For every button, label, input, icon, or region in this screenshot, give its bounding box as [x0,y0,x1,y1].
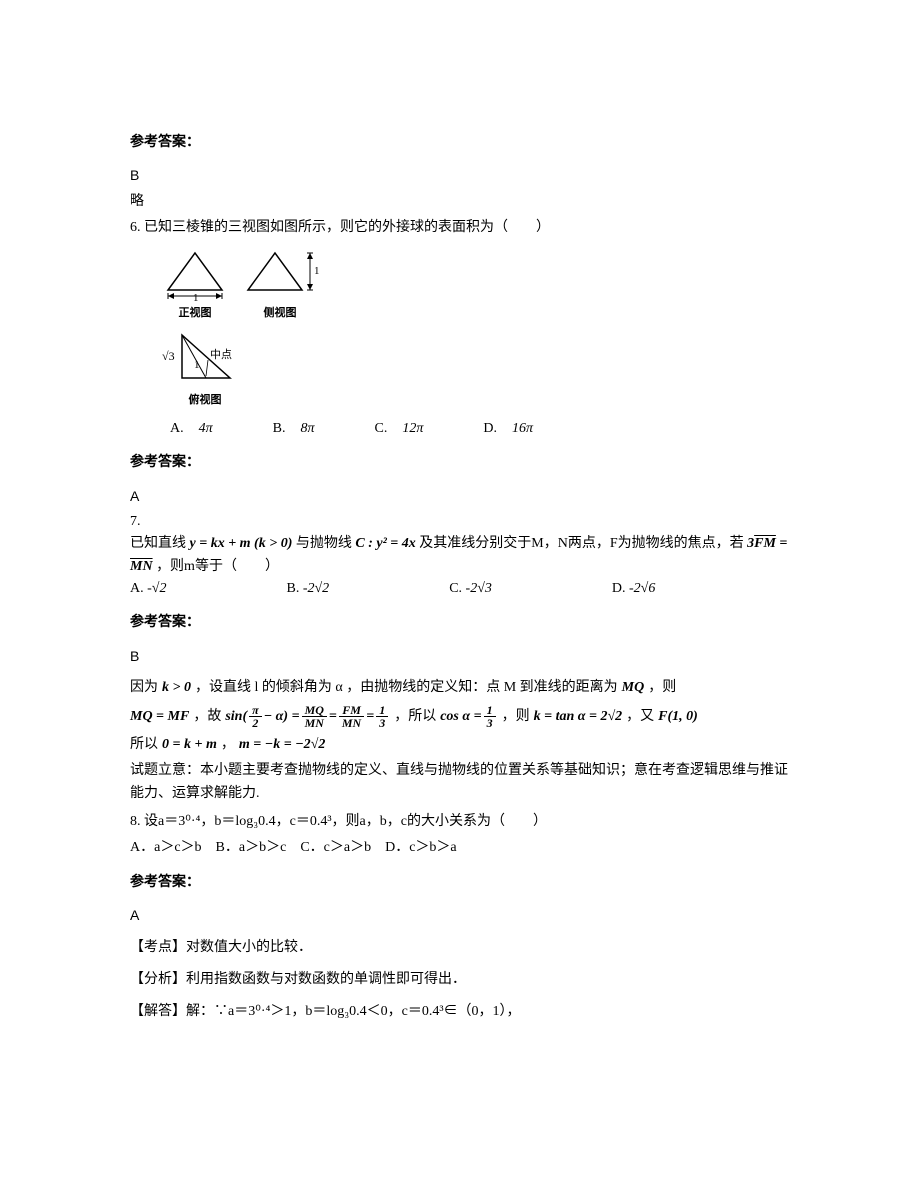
top-view-svg: √3 1 中点 [160,330,250,390]
q7-intent: 试题立意：本小题主要考查抛物线的定义、直线与抛物线的位置关系等基础知识；意在考查… [130,760,790,805]
q6-option-c: C. 12π [375,418,424,440]
q6-answer: A [130,485,790,507]
q7-answer: B [130,645,790,667]
q7-options: A. -√2 B. -2√2 C. -2√3 D. -2√6 [130,578,790,600]
q5-abbrev: 略 [130,191,790,213]
q7-line-eq: y = kx + m (k > 0) [190,536,293,551]
q8-explanation: 【考点】对数值大小的比较． 【分析】利用指数函数与对数函数的单调性即可得出． 【… [130,937,790,1024]
q7-stem-prefix: 已知直线 [130,536,186,551]
top-sqrt3-label: √3 [162,349,175,363]
q8-jieda: 【解答】解：∵a＝3⁰·⁴＞1，b＝log₃0.4＜0，c＝0.4³∈（0，1）… [130,1001,790,1023]
top-view-caption: 俯视图 [160,392,250,410]
side-view-caption: 侧视图 [240,305,320,323]
q6-stem: 已知三棱锥的三视图如图所示，则它的外接球的表面积为（ ） [144,220,550,235]
q7-exp-end1: ，则 [648,677,676,699]
q7-stem-mid1: 与抛物线 [296,536,352,551]
q7-k: k = tan α = 2√2 [534,706,623,728]
top-view: √3 1 中点 俯视图 [160,330,250,410]
q7-F: F(1, 0) [658,706,698,728]
q7-line3-comma: ， [221,734,235,756]
q6-options: A. 4π B. 8π C. 12π D. 16π [130,418,790,440]
q7-line3-prefix: 所以 [130,734,158,756]
q5-answer: B [130,164,790,186]
q7-m-eq: m = −k = −2√2 [239,734,326,756]
q7-stem-end: ，则m等于（ ） [156,559,279,574]
q7-exp-so: ，所以 [394,706,436,728]
reference-answer-label: 参考答案： [130,132,790,154]
q7-option-b: B. -2√2 [286,578,329,600]
top-1-label: 1 [194,359,200,371]
q8-option-b: B．a＞b＞c [216,840,287,855]
q7-exp-eq1: MQ = MF [130,706,189,728]
q8-kaodian: 【考点】对数值大小的比较． [130,937,790,959]
front-view-caption: 正视图 [160,305,230,323]
q8-option-d: D．c＞b＞a [385,840,457,855]
q7-cos: cos α = 13 [440,704,497,730]
q7-stem-mid2: 及其准线分别交于M，N两点，F为抛物线的焦点，若 [419,536,743,551]
q8-option-a: A．a＞c＞b [130,840,202,855]
q7-exp-mq: MQ [622,677,645,699]
q6-option-a: A. 4π [170,418,213,440]
q7-option-d: D. -2√6 [612,578,655,600]
q6-reference-answer-label: 参考答案： [130,452,790,474]
front-base-label: 1 [193,292,199,303]
q8-options: A．a＞c＞b B．a＞b＞c C．c＞a＞b D．c＞b＞a [130,837,790,859]
q6: 6. 已知三棱锥的三视图如图所示，则它的外接球的表面积为（ ） [130,217,790,239]
front-view-svg: 1 [160,248,230,303]
q8-answer: A [130,904,790,926]
q8-number: 8. [130,814,141,829]
q7-exp-prefix: 因为 [130,677,158,699]
q7-zero-eq: 0 = k + m [162,734,217,756]
q7-option-a: A. -√2 [130,578,166,600]
q6-number: 6. [130,220,141,235]
q6-option-d: D. 16π [483,418,533,440]
q8-option-c: C．c＞a＞b [300,840,371,855]
q7-parabola: C : y² = 4x [355,536,415,551]
q7-reference-answer-label: 参考答案： [130,612,790,634]
q7-explanation: 因为 k > 0 ，设直线 l 的倾斜角为 α ，由抛物线的定义知：点 M 到准… [130,677,790,805]
side-view: 1 侧视图 [240,248,320,323]
q7-exp-also: ，又 [626,706,654,728]
q7-exp-cond: k > 0 [162,677,191,699]
q8: 8. 设a＝3⁰·⁴，b＝log₃0.4，c＝0.4³，则a，b，c的大小关系为… [130,811,790,833]
q8-reference-answer-label: 参考答案： [130,872,790,894]
side-height-label: 1 [314,265,320,277]
q8-stem: 设a＝3⁰·⁴，b＝log₃0.4，c＝0.4³，则a，b，c的大小关系为（ ） [144,814,547,829]
q7-number: 7. [130,511,790,533]
q7: 7. 已知直线 y = kx + m (k > 0) 与抛物线 C : y² =… [130,511,790,578]
q6-option-b: B. 8π [273,418,315,440]
front-view: 1 正视图 [160,248,230,323]
midpoint-label: 中点 [210,348,232,361]
q7-exp-then: ，则 [502,706,530,728]
q7-exp-mid1: ，设直线 l 的倾斜角为 α ，由抛物线的定义知：点 M 到准线的距离为 [195,677,618,699]
q6-views: 1 正视图 1 侧视图 √3 1 中点 [160,248,790,410]
q7-option-c: C. -2√3 [449,578,492,600]
q8-fenxi: 【分析】利用指数函数与对数函数的单调性即可得出． [130,969,790,991]
side-view-svg: 1 [240,248,320,303]
q7-exp-gu: ，故 [193,706,221,728]
q7-sin: sin⁠(π2 − α) = MQMN = FMMN = 13 [225,704,390,730]
